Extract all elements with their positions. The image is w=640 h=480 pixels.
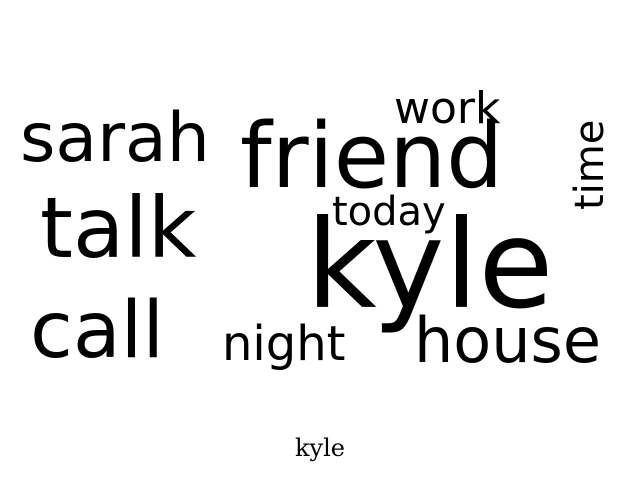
word-house: house [414,304,601,377]
word-time: time [567,119,613,210]
word-today: today [332,189,446,235]
word-night: night [222,316,346,372]
word-cloud: kyle friend talk call sarah house night … [20,83,613,377]
word-work: work [394,83,501,134]
figure-caption: kyle [295,434,345,462]
word-kyle: kyle [306,194,554,336]
word-sarah: sarah [20,99,210,178]
word-call: call [30,286,165,376]
word-talk: talk [40,179,197,277]
word-friend: friend [240,104,504,209]
